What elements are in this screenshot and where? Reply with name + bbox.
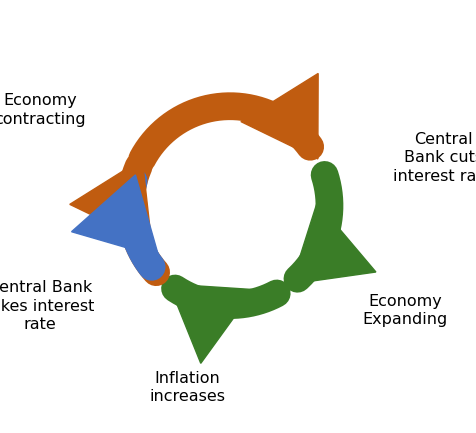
Polygon shape [71,175,159,257]
Polygon shape [291,203,375,284]
Text: Economy
Expanding: Economy Expanding [362,294,446,327]
Text: Inflation
increases: Inflation increases [149,371,225,404]
Text: Central
Bank cuts
interest rate: Central Bank cuts interest rate [393,132,476,184]
Polygon shape [69,159,151,244]
Text: Central Bank
hikes interest
rate: Central Bank hikes interest rate [0,280,94,333]
Polygon shape [240,74,317,159]
Polygon shape [169,284,254,363]
Text: Economy
contracting: Economy contracting [0,93,86,127]
